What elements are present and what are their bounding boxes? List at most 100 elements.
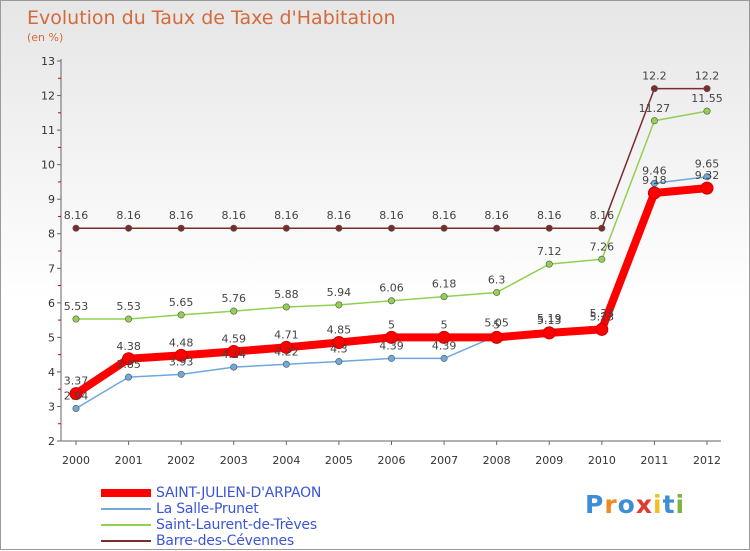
logo-letter: r [604, 490, 618, 519]
data-label: 9.18 [642, 174, 667, 187]
data-point [230, 363, 238, 371]
proxiti-logo: Proxiti [585, 490, 685, 519]
data-point [595, 322, 609, 336]
data-label: 5.33 [590, 307, 615, 320]
data-point [69, 387, 83, 401]
y-tick-label: 6 [48, 297, 55, 310]
logo-letter: x [635, 490, 653, 519]
y-tick-label: 5 [48, 331, 55, 344]
data-label: 6.18 [432, 278, 457, 291]
data-label: 5.19 [537, 312, 562, 325]
data-label: 5.05 [484, 317, 509, 330]
data-label: 8.16 [537, 209, 562, 222]
legend-swatch [101, 540, 151, 542]
x-tick-label: 2005 [325, 454, 353, 467]
data-point [387, 297, 395, 305]
data-point [174, 348, 188, 362]
data-point [72, 315, 80, 323]
legend-label: Saint-Laurent-de-Trèves [156, 517, 317, 533]
data-label: 5.13 [537, 314, 562, 327]
data-label: 7.26 [590, 240, 615, 253]
data-label: 5.65 [169, 296, 194, 309]
data-point [125, 224, 133, 232]
y-tick-label: 13 [41, 55, 55, 68]
data-label: 5 [388, 318, 395, 331]
data-label: 8.16 [327, 209, 352, 222]
data-point [385, 330, 398, 344]
data-point [493, 224, 501, 232]
data-point [598, 224, 606, 232]
data-label: 3.37 [64, 375, 89, 388]
y-tick-label: 3 [48, 400, 55, 413]
data-label: 11.55 [691, 92, 723, 105]
data-label: 8.16 [222, 209, 247, 222]
data-point [282, 224, 290, 232]
data-label: 4.38 [116, 340, 141, 353]
data-point [72, 405, 80, 413]
x-tick-label: 2009 [535, 454, 563, 467]
legend-swatch [101, 489, 151, 497]
data-point [650, 117, 658, 125]
data-point [230, 307, 238, 315]
data-point [650, 85, 658, 93]
data-label: 8.16 [432, 209, 457, 222]
data-point [72, 224, 80, 232]
data-label: 4.71 [274, 328, 299, 341]
chart-subtitle: (en %) [27, 31, 64, 44]
data-label: 12.2 [695, 70, 720, 83]
data-point [230, 224, 238, 232]
chart-title: Evolution du Taux de Taxe d'Habitation [27, 7, 396, 29]
data-label: 3.93 [169, 355, 194, 368]
data-label: 4.39 [379, 339, 404, 352]
y-tick-label: 7 [48, 262, 55, 275]
data-label: 5.23 [590, 310, 615, 323]
data-point [440, 293, 448, 301]
data-label: 6.06 [379, 282, 404, 295]
data-point [387, 354, 395, 362]
data-point [542, 326, 556, 340]
data-label: 5.53 [64, 300, 89, 313]
data-label: 8.16 [590, 209, 615, 222]
data-point [122, 352, 136, 366]
legend-label: Barre-des-Cévennes [156, 533, 294, 549]
x-tick-label: 2006 [378, 454, 406, 467]
data-point [332, 336, 346, 350]
data-label: 5 [493, 318, 500, 331]
data-label: 9.32 [695, 169, 720, 182]
data-point [700, 181, 714, 195]
data-label: 4.3 [330, 343, 348, 356]
data-point [227, 345, 241, 359]
legend-label: SAINT-JULIEN-D'ARPAON [156, 485, 322, 501]
data-point [335, 301, 343, 309]
data-point [177, 224, 185, 232]
data-point [177, 370, 185, 378]
data-label: 11.27 [639, 102, 671, 115]
data-label: 8.16 [379, 209, 404, 222]
data-point [335, 358, 343, 366]
y-tick-label: 12 [41, 90, 55, 103]
data-label: 2.94 [64, 390, 89, 403]
data-point [490, 330, 504, 344]
data-point [440, 354, 448, 362]
x-tick-label: 2010 [588, 454, 616, 467]
logo-letter: o [617, 490, 636, 519]
data-point [493, 288, 501, 296]
logo-letter: t [662, 490, 676, 519]
data-label: 8.16 [64, 209, 89, 222]
data-label: 4.48 [169, 336, 194, 349]
data-point [282, 360, 290, 368]
data-label: 7.12 [537, 245, 562, 258]
logo-letter: i [675, 490, 686, 519]
x-tick-label: 2003 [220, 454, 248, 467]
x-tick-label: 2012 [693, 454, 721, 467]
data-label: 5.88 [274, 288, 299, 301]
x-tick-label: 2007 [430, 454, 458, 467]
series-line [75, 87, 708, 229]
x-tick-label: 2008 [483, 454, 511, 467]
y-tick-label: 2 [48, 435, 55, 448]
data-point [335, 224, 343, 232]
data-point [703, 85, 711, 93]
data-label: 12.2 [642, 70, 667, 83]
